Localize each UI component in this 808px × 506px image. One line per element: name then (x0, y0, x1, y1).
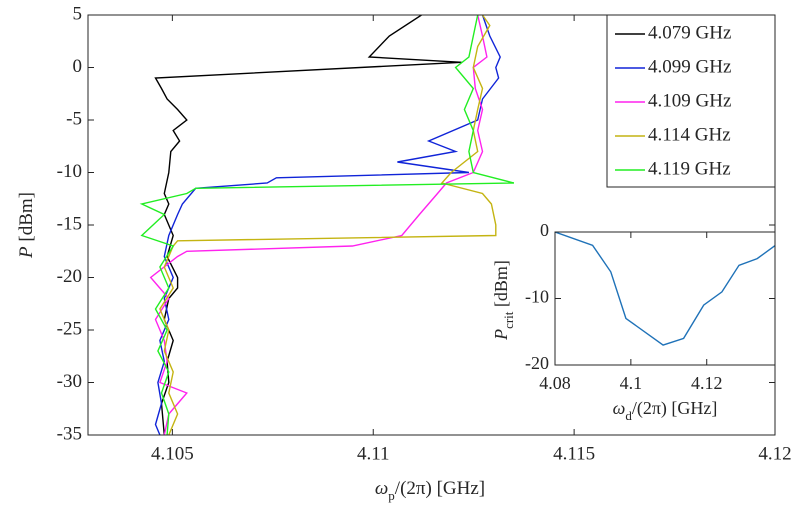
legend-label: 4.114 GHz (648, 124, 731, 145)
y-tick-label: -10 (525, 287, 549, 307)
legend-label: 4.119 GHz (648, 158, 731, 179)
y-tick-label: -35 (57, 423, 82, 444)
y-tick-label: 0 (73, 56, 83, 77)
series-line (149, 15, 488, 435)
legend-box (606, 14, 776, 188)
legend-label: 4.109 GHz (648, 90, 731, 111)
x-tick-label: 4.12 (691, 373, 723, 393)
legend: 4.079 GHz 4.099 GHz 4.109 GHz 4.114 GHz 4.11… (606, 14, 776, 188)
x-axis-label: ωp/(2π) [GHz] (375, 478, 485, 503)
y-tick-label: -10 (57, 161, 82, 182)
y-tick-label: -5 (66, 108, 82, 129)
plot-lines (139, 15, 515, 435)
x-axis-label-part: d (625, 408, 632, 423)
y-tick-label: -25 (57, 318, 82, 339)
y-tick-label: -20 (525, 353, 549, 373)
y-tick-label: -20 (57, 266, 82, 287)
y-tick-label: -15 (57, 213, 82, 234)
x-axis-label-part: ω (375, 478, 388, 499)
y-axis-label-part: P (491, 329, 511, 341)
y-axis-label-part: [dBm] (491, 260, 511, 312)
y-axis-label: P [dBm] (16, 192, 37, 259)
x-axis-label-part: /(2π) [GHz] (632, 398, 718, 419)
x-axis-label-part: p (388, 488, 395, 503)
y-axis-label-part: crit (501, 311, 516, 329)
y-axis-label: Pcrit [dBm] (491, 260, 516, 341)
series-line (555, 232, 775, 346)
legend-label: 4.099 GHz (648, 56, 731, 77)
x-tick-label: 4.11 (357, 443, 390, 464)
y-axis-label-part: [dBm] (16, 192, 37, 246)
y-tick-label: -30 (57, 371, 82, 392)
x-tick-label: 4.115 (553, 443, 595, 464)
plot-area (555, 232, 775, 365)
x-axis-label-part: ω (613, 398, 626, 418)
x-axis-label-part: /(2π) [GHz] (395, 478, 485, 499)
inset-axes: 4.08 4.1 4.12 -20 -10 0 ωd/(2π) [GHz] Pcrit [dB… (491, 220, 776, 423)
plot-lines (555, 232, 775, 346)
x-axis-label: ωd/(2π) [GHz] (613, 398, 718, 423)
x-tick-label: 4.08 (539, 373, 571, 393)
y-axis-label-part: P (16, 246, 37, 259)
x-tick-label: 4.1 (620, 373, 643, 393)
y-tick-label: 0 (540, 220, 549, 240)
main-axes: 4.105 4.11 4.115 4.12 5 0 -5 -10 -15 -20 -25 -30 -35… (16, 3, 791, 503)
series-line (154, 15, 462, 435)
series-line (139, 15, 515, 435)
series-line (159, 15, 497, 435)
x-tick-label: 4.105 (151, 443, 194, 464)
x-tick-label: 4.12 (758, 443, 791, 464)
legend-label: 4.079 GHz (648, 22, 731, 43)
y-tick-label: 5 (73, 3, 83, 24)
